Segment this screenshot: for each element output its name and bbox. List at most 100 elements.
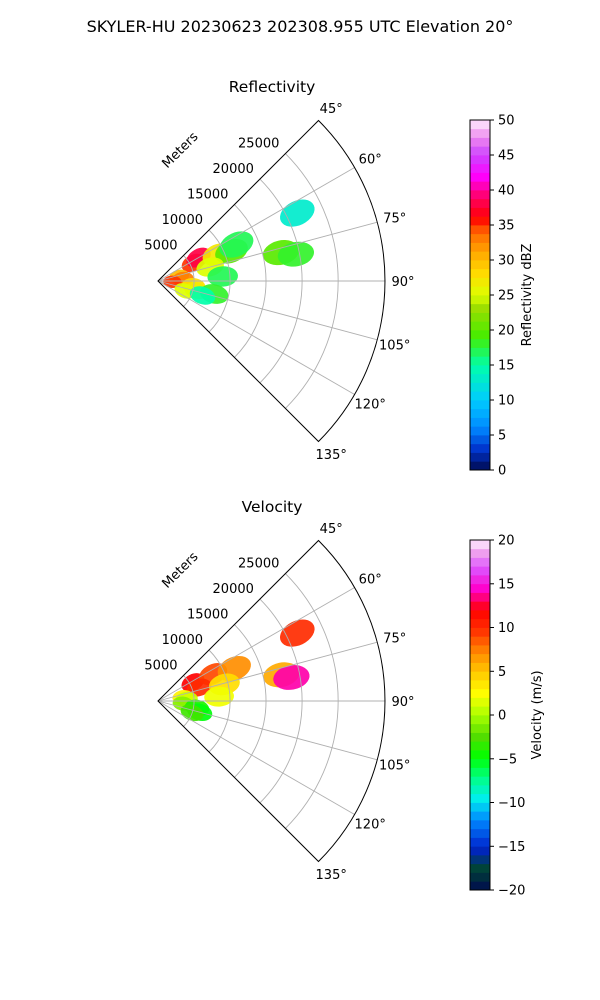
- range-tick-label: 5000: [144, 239, 177, 254]
- reflectivity-panel: Reflectivity 5000 10000 15000 20000 25000 45°…: [144, 78, 535, 479]
- range-tick-label: 25000: [238, 137, 279, 152]
- colorbar-tick-label: 5: [498, 665, 506, 680]
- velocity-grid: 5000 10000 15000 20000 25000 45° 60° 75° 90° 105°…: [144, 522, 414, 883]
- colorbar-segment: [470, 557, 490, 567]
- colorbar-segment: [470, 881, 490, 891]
- colorbar-segment: [470, 697, 490, 707]
- colorbar-tick-label: −20: [498, 884, 525, 899]
- azimuth-tick-label: 105°: [379, 338, 410, 353]
- colorbar-segment: [470, 452, 490, 462]
- colorbar-tick-label: 15: [498, 577, 515, 592]
- colorbar-segment: [470, 627, 490, 637]
- colorbar-segment: [470, 347, 490, 357]
- range-tick-label: 10000: [162, 633, 203, 648]
- velocity-range-label: Meters: [160, 549, 202, 591]
- colorbar-segment: [470, 601, 490, 611]
- colorbar-tick-label: −5: [498, 752, 517, 767]
- azimuth-tick-label: 90°: [391, 275, 414, 290]
- echo-cell: [277, 241, 315, 267]
- figure-title: SKYLER-HU 20230623 202308.955 UTC Elevat…: [87, 17, 514, 36]
- azimuth-gridline: [157, 587, 355, 702]
- azimuth-tick-label: 135°: [316, 448, 347, 463]
- colorbar-segment: [470, 321, 490, 331]
- colorbar-segment: [470, 295, 490, 305]
- colorbar-segment: [470, 723, 490, 733]
- reflectivity-grid: 5000 10000 15000 20000 25000 45° 60° 75° 90° 105°…: [144, 102, 414, 463]
- azimuth-tick-label: 90°: [391, 695, 414, 710]
- colorbar-segment: [470, 688, 490, 698]
- reflectivity-title: Reflectivity: [229, 78, 316, 96]
- colorbar-tick-label: 0: [498, 464, 506, 479]
- colorbar-segment: [470, 181, 490, 191]
- range-tick-label: 15000: [187, 608, 228, 623]
- colorbar-segment: [470, 146, 490, 156]
- colorbar-segment: [470, 610, 490, 620]
- colorbar-segment: [470, 286, 490, 296]
- colorbar-segment: [470, 251, 490, 261]
- colorbar-tick-label: 15: [498, 359, 515, 374]
- colorbar-segment: [470, 443, 490, 453]
- colorbar-segment: [470, 172, 490, 182]
- reflectivity-range-label: Meters: [160, 129, 202, 171]
- azimuth-tick-label: 75°: [383, 632, 406, 647]
- colorbar-tick-label: 45: [498, 149, 515, 164]
- colorbar-segment: [470, 303, 490, 313]
- range-tick-label: 5000: [144, 659, 177, 674]
- colorbar-segment: [470, 391, 490, 401]
- azimuth-gridline: [157, 280, 378, 341]
- colorbar-segment: [470, 575, 490, 585]
- colorbar-segment: [470, 706, 490, 716]
- colorbar-segment: [470, 618, 490, 628]
- colorbar-segment: [470, 820, 490, 830]
- colorbar-segment: [470, 312, 490, 322]
- colorbar-segment: [470, 400, 490, 410]
- colorbar-segment: [470, 811, 490, 821]
- colorbar-tick-label: −10: [498, 796, 525, 811]
- colorbar-segment: [470, 417, 490, 427]
- sector-frame: [157, 119, 386, 443]
- azimuth-tick-label: 135°: [316, 868, 347, 883]
- colorbar-segment: [470, 225, 490, 235]
- velocity-title: Velocity: [242, 498, 303, 516]
- colorbar-segment: [470, 330, 490, 340]
- colorbar-segment: [470, 216, 490, 226]
- colorbar-segment: [470, 583, 490, 593]
- colorbar-tick-label: 0: [498, 709, 506, 724]
- colorbar-segment: [470, 548, 490, 558]
- azimuth-tick-label: 75°: [383, 212, 406, 227]
- colorbar-segment: [470, 785, 490, 795]
- colorbar-segment: [470, 198, 490, 208]
- colorbar-segment: [470, 863, 490, 873]
- azimuth-tick-label: 60°: [359, 573, 382, 588]
- colorbar-segment: [470, 137, 490, 147]
- colorbar-tick-label: 5: [498, 429, 506, 444]
- colorbar-segment: [470, 758, 490, 768]
- colorbar-segment: [470, 732, 490, 742]
- colorbar-segment: [470, 741, 490, 751]
- colorbar-segment: [470, 163, 490, 173]
- azimuth-tick-label: 60°: [359, 153, 382, 168]
- colorbar-segment: [470, 128, 490, 138]
- colorbar-segment: [470, 277, 490, 287]
- echo-cell: [273, 665, 310, 690]
- colorbar-segment: [470, 207, 490, 217]
- colorbar-tick-label: 25: [498, 289, 515, 304]
- colorbar-segment: [470, 435, 490, 445]
- azimuth-gridline: [157, 641, 378, 702]
- azimuth-tick-label: 45°: [320, 102, 343, 117]
- velocity-echoes: [172, 619, 315, 722]
- colorbar-segment: [470, 338, 490, 348]
- colorbar-segment: [470, 750, 490, 760]
- colorbar-tick-label: 35: [498, 219, 515, 234]
- colorbar-segment: [470, 120, 490, 130]
- colorbar-segment: [470, 662, 490, 672]
- reflectivity-echoes: [163, 199, 315, 305]
- colorbar-segment: [470, 837, 490, 847]
- azimuth-gridline: [157, 167, 355, 282]
- velocity-panel: Velocity 5000 10000 15000 20000 25000 45° 60° 7…: [144, 498, 545, 899]
- azimuth-tick-label: 120°: [355, 398, 386, 413]
- velocity-colorbar: −20 −15 −10 −5 0 5 10 15 20: [469, 534, 525, 899]
- colorbar-segment: [470, 242, 490, 252]
- azimuth-tick-label: 45°: [320, 522, 343, 537]
